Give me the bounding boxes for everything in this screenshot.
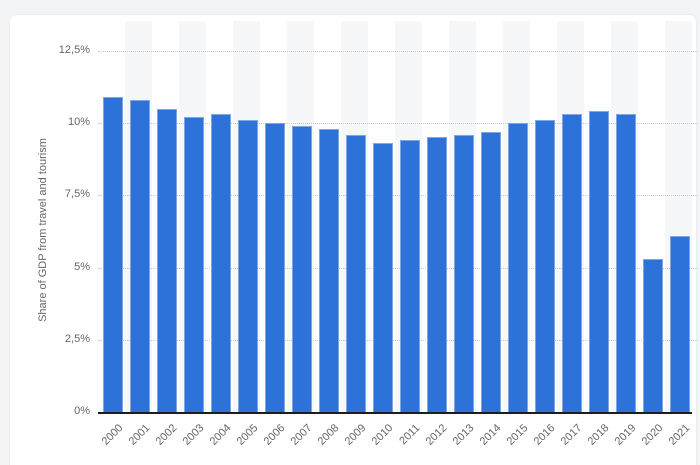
bar-2021[interactable] bbox=[670, 235, 690, 412]
x-tick-label-2014: 2014 bbox=[477, 422, 503, 448]
bar-2017[interactable] bbox=[562, 114, 582, 412]
bar-2010[interactable] bbox=[373, 143, 393, 412]
x-tick-label-2019: 2019 bbox=[612, 422, 638, 448]
bar-2015[interactable] bbox=[508, 123, 528, 412]
y-tick-label-0: 0% bbox=[74, 405, 90, 417]
x-tick-label-2007: 2007 bbox=[288, 422, 314, 448]
x-tick-label-2020: 2020 bbox=[639, 422, 665, 448]
bar-2019[interactable] bbox=[616, 114, 636, 412]
bar-2000[interactable] bbox=[103, 97, 123, 412]
y-tick-label-2.5: 2,5% bbox=[64, 332, 90, 345]
x-tick-label-2006: 2006 bbox=[261, 422, 287, 448]
bar-2002[interactable] bbox=[157, 108, 177, 412]
x-tick-label-2013: 2013 bbox=[450, 422, 476, 448]
x-tick-label-2021: 2021 bbox=[666, 422, 692, 448]
x-tick-label-2003: 2003 bbox=[180, 422, 206, 448]
x-tick-label-2008: 2008 bbox=[315, 422, 341, 448]
bar-2006[interactable] bbox=[265, 123, 285, 412]
bar-2004[interactable] bbox=[211, 114, 231, 412]
gridline-5 bbox=[98, 267, 698, 269]
x-tick-label-2011: 2011 bbox=[396, 422, 422, 448]
y-tick-label-7.5: 7,5% bbox=[64, 188, 90, 201]
bar-2005[interactable] bbox=[238, 120, 258, 412]
bar-2008[interactable] bbox=[319, 128, 339, 412]
x-tick-label-2001: 2001 bbox=[126, 422, 152, 448]
x-tick-label-2015: 2015 bbox=[504, 422, 530, 448]
gridline-10 bbox=[98, 123, 698, 124]
bar-2009[interactable] bbox=[346, 134, 366, 412]
bar-2007[interactable] bbox=[292, 125, 312, 412]
bar-2018[interactable] bbox=[589, 111, 609, 412]
bar-2001[interactable] bbox=[130, 99, 150, 412]
x-tick-label-2010: 2010 bbox=[369, 422, 395, 448]
y-tick-label-10: 10% bbox=[67, 116, 90, 128]
plot-area bbox=[98, 21, 698, 414]
y-tick-label-12.5: 12,5% bbox=[58, 43, 90, 56]
x-tick-label-2012: 2012 bbox=[423, 422, 449, 448]
gridline-2.5 bbox=[98, 339, 698, 341]
bar-2020[interactable] bbox=[643, 258, 663, 412]
x-tick-label-2016: 2016 bbox=[531, 422, 557, 448]
gridline-7.5 bbox=[98, 195, 698, 197]
gridline-12.5 bbox=[98, 50, 698, 52]
x-tick-label-2000: 2000 bbox=[99, 422, 125, 448]
x-tick-label-2005: 2005 bbox=[234, 422, 260, 448]
x-tick-label-2002: 2002 bbox=[153, 422, 179, 448]
bar-2012[interactable] bbox=[427, 137, 447, 412]
bar-2014[interactable] bbox=[481, 131, 501, 412]
bar-2016[interactable] bbox=[535, 120, 555, 412]
x-tick-label-2009: 2009 bbox=[342, 422, 368, 448]
chart-card: Share of GDP from travel and tourism 0% 2… bbox=[9, 14, 698, 465]
y-tick-label-5: 5% bbox=[74, 260, 90, 273]
bar-2003[interactable] bbox=[184, 117, 204, 412]
x-tick-label-2017: 2017 bbox=[558, 422, 584, 448]
bar-2013[interactable] bbox=[454, 134, 474, 412]
x-tick-label-2018: 2018 bbox=[585, 422, 611, 448]
x-tick-label-2004: 2004 bbox=[207, 422, 233, 448]
bar-2011[interactable] bbox=[400, 140, 420, 412]
